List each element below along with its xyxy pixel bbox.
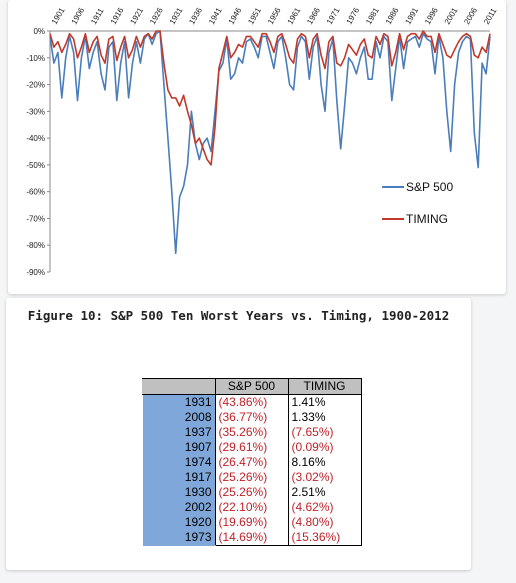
x-tick-label: 1901: [50, 6, 67, 26]
x-tick-label: 1946: [227, 6, 244, 26]
legend-timing-label: TIMING: [406, 212, 448, 226]
year-cell: 2008: [142, 410, 215, 425]
sp500-return-cell: (14.69%): [214, 530, 289, 546]
timing-return-cell: (0.09%): [288, 440, 362, 455]
timing-line: [49, 30, 491, 166]
sp500-return-cell: (36.77%): [214, 410, 289, 425]
year-cell: 1931: [142, 394, 215, 410]
sp500-return-cell: (25.26%): [214, 485, 289, 500]
x-tick-label: 1921: [128, 6, 145, 26]
legend-sp500-label: S&P 500: [406, 180, 453, 194]
timing-return-cell: (3.02%): [288, 470, 362, 485]
y-tick-label: -60%: [26, 188, 45, 197]
x-tick-label: 1976: [345, 6, 362, 26]
table-row: 1931 (43.86%) 1.41%: [142, 394, 362, 410]
sp500-return-cell: (35.26%): [214, 425, 289, 440]
chart-card: 0% -10% -20% -30% -40% -50% -60% -70% -80% -90% 19…: [8, 0, 506, 294]
y-tick-label: -80%: [26, 241, 45, 250]
x-tick-label: 1931: [168, 6, 185, 26]
sp500-line: [49, 30, 491, 255]
table-row: 1974 (26.47%) 8.16%: [142, 455, 362, 470]
table-row: 1917 (25.26%) (3.02%): [142, 470, 362, 485]
year-cell: 1920: [142, 515, 215, 530]
drawdown-line-chart: 0% -10% -20% -30% -40% -50% -60% -70% -80% -90% 19…: [26, 6, 499, 277]
table-row: 1907 (29.61%) (0.09%): [142, 440, 362, 455]
sp500-return-cell: (43.86%): [214, 394, 289, 410]
sp500-return-cell: (25.26%): [214, 470, 289, 485]
timing-return-cell: (4.62%): [288, 500, 362, 515]
x-tick-label: 1906: [70, 6, 87, 26]
timing-return-cell: 1.33%: [288, 410, 362, 425]
table-row: 2008 (36.77%) 1.33%: [142, 410, 362, 425]
figure-title: Figure 10: S&P 500 Ten Worst Years vs. T…: [27, 308, 450, 323]
sp500-column-header: S&P 500: [214, 378, 289, 395]
y-tick-label: -50%: [26, 161, 45, 170]
x-tick-label: 1966: [305, 6, 322, 26]
x-tick-label: 1991: [403, 6, 420, 26]
table-row: 1930 (25.26%) 2.51%: [142, 485, 362, 500]
sp500-return-cell: (19.69%): [214, 515, 289, 530]
timing-return-cell: 1.41%: [288, 394, 362, 410]
x-tick-label: 2011: [482, 6, 499, 26]
table-header-row: S&P 500 TIMING: [142, 378, 362, 395]
x-tick-label: 1961: [286, 6, 303, 26]
timing-return-cell: 8.16%: [288, 455, 362, 470]
table-row: 2002 (22.10%) (4.62%): [142, 500, 362, 515]
y-tick-label: -70%: [26, 214, 45, 223]
y-tick-label: 0%: [33, 27, 45, 36]
x-tick-label: 1916: [109, 6, 126, 26]
table-card: Figure 10: S&P 500 Ten Worst Years vs. T…: [6, 298, 471, 570]
y-tick-label: -30%: [26, 107, 45, 116]
year-cell: 1937: [142, 425, 215, 440]
year-cell: 1973: [142, 530, 215, 546]
worst-years-table: S&P 500 TIMING 1931 (43.86%) 1.41% 2008 (36.…: [142, 378, 362, 546]
table-row: 1973 (14.69%) (15.36%): [142, 530, 362, 546]
x-tick-label: 1981: [364, 6, 381, 26]
year-cell: 2002: [142, 500, 215, 515]
x-tick-label: 1956: [266, 6, 283, 26]
x-tick-label: 2006: [462, 6, 479, 26]
x-tick-label: 1936: [187, 6, 204, 26]
table-row: 1920 (19.69%) (4.80%): [142, 515, 362, 530]
year-column-header: [142, 378, 215, 395]
year-cell: 1907: [142, 440, 215, 455]
sp500-return-cell: (29.61%): [214, 440, 289, 455]
table-row: 1937 (35.26%) (7.65%): [142, 425, 362, 440]
y-tick-label: -40%: [26, 134, 45, 143]
year-cell: 1974: [142, 455, 215, 470]
y-tick-label: -10%: [26, 54, 45, 63]
x-tick-label: 1971: [325, 6, 342, 26]
sp500-return-cell: (26.47%): [214, 455, 289, 470]
timing-return-cell: (7.65%): [288, 425, 362, 440]
x-tick-label: 1996: [423, 6, 440, 26]
x-tick-label: 2001: [443, 6, 460, 26]
timing-return-cell: (4.80%): [288, 515, 362, 530]
x-tick-label: 1926: [148, 6, 165, 26]
timing-return-cell: 2.51%: [288, 485, 362, 500]
year-cell: 1917: [142, 470, 215, 485]
timing-return-cell: (15.36%): [288, 530, 362, 546]
x-tick-label: 1951: [246, 6, 263, 26]
x-tick-label: 1911: [89, 6, 106, 26]
year-cell: 1930: [142, 485, 215, 500]
y-tick-label: -20%: [26, 81, 45, 90]
y-tick-label: -90%: [26, 268, 45, 277]
x-tick-label: 1986: [384, 6, 401, 26]
x-tick-label: 1941: [207, 6, 224, 26]
timing-column-header: TIMING: [288, 378, 362, 395]
sp500-return-cell: (22.10%): [214, 500, 289, 515]
